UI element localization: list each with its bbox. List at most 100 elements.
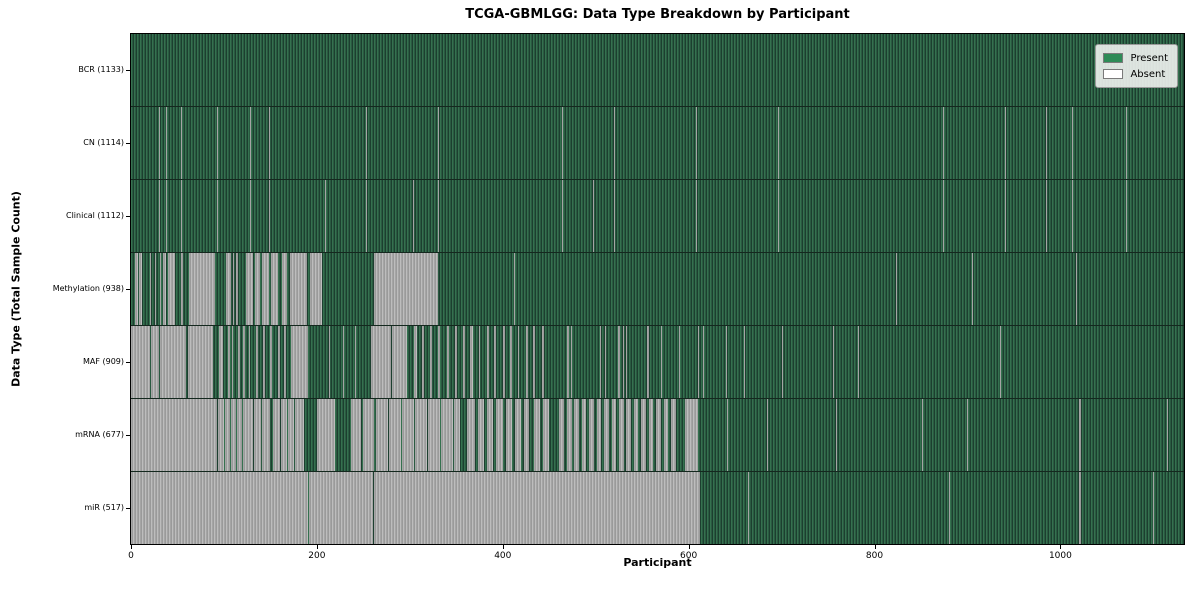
absent-segment [308,472,373,544]
absent-segment [216,107,219,179]
absent-segment [566,399,572,471]
absent-segment [392,326,408,398]
absent-segment [231,399,236,471]
y-tick-label: mRNA (677) [75,429,124,439]
absent-segment [370,326,392,398]
absent-segment [325,180,327,252]
absent-segment [271,253,278,325]
absent-segment [166,180,168,252]
absent-segment [524,399,529,471]
matrix-row-miR [131,471,1184,544]
absent-segment [219,326,223,398]
chart-title: TCGA-GBMLGG: Data Type Breakdown by Part… [465,7,850,22]
absent-segment [646,326,649,398]
absent-segment [262,326,265,398]
absent-segment [541,326,544,398]
x-tick-mark [131,545,132,549]
absent-segment [781,326,783,398]
absent-segment [262,253,270,325]
absent-segment [562,107,564,179]
absent-segment [253,399,262,471]
legend-item-present: Present [1103,50,1168,66]
absent-segment [1167,399,1169,471]
absent-segment [633,399,639,471]
absent-segment [446,326,449,398]
y-tick-label: CN (1114) [83,138,124,148]
absent-segment [611,399,617,471]
absent-segment [684,399,698,471]
absent-swatch [1103,69,1124,79]
absent-segment [454,399,460,471]
absent-segment [149,253,151,325]
absent-segment [589,399,594,471]
absent-segment [134,253,138,325]
x-tick-mark [502,545,504,549]
absent-segment [857,326,859,398]
absent-segment [702,326,705,398]
matrix-row-Clinical [131,179,1184,252]
absent-segment [533,326,536,398]
x-tick-label: 600 [680,551,698,561]
absent-segment [151,326,159,398]
absent-segment [777,180,779,252]
absent-segment [158,180,160,252]
matrix-row-BCR [131,34,1184,106]
absent-segment [270,326,273,398]
absent-segment [562,180,564,252]
absent-segment [181,180,183,252]
absent-segment [282,253,288,325]
absent-segment [614,107,616,179]
absent-segment [166,107,168,179]
absent-segment [366,180,368,252]
matrix-row-CN [131,106,1184,179]
y-tick-label: Methylation (938) [52,284,124,293]
absent-segment [437,180,439,252]
y-tick-mark [126,361,130,363]
absent-segment [376,399,388,471]
absent-segment [284,326,287,398]
x-tick-mark [1060,545,1062,549]
absent-segment [1004,107,1006,179]
absent-segment [1153,472,1155,544]
absent-segment [478,326,481,398]
absent-segment [679,326,681,398]
absent-segment [273,399,280,471]
absent-segment [363,399,375,471]
absent-segment [604,399,609,471]
x-tick-mark [874,545,876,549]
absent-segment [242,399,253,471]
absent-segment [428,399,440,471]
absent-segment [232,326,234,398]
absent-segment [618,399,624,471]
legend-label-present: Present [1130,52,1168,64]
absent-segment [342,326,344,398]
absent-segment [224,399,231,471]
absent-segment [832,326,834,398]
absent-segment [1078,472,1081,544]
absent-segment [227,326,230,398]
absent-segment [525,326,528,398]
absent-segment [437,107,439,179]
y-tick-mark [126,70,130,72]
absent-segment [139,253,143,325]
absent-segment [559,399,565,471]
absent-segment [999,326,1001,398]
absent-segment [441,399,453,471]
absent-segment [766,399,768,471]
legend-label-absent: Absent [1130,68,1166,80]
absent-segment [510,326,513,398]
plot-area: Present Absent [130,33,1185,545]
absent-segment [255,326,259,398]
absent-segment [513,253,515,325]
absent-segment [462,326,465,398]
absent-segment [354,326,356,398]
absent-segment [225,253,232,325]
absent-segment [542,399,550,471]
absent-segment [670,399,676,471]
absent-segment [1078,399,1081,471]
absent-segment [600,326,602,398]
absent-segment [517,326,520,398]
absent-segment [155,253,157,325]
absent-segment [415,399,427,471]
